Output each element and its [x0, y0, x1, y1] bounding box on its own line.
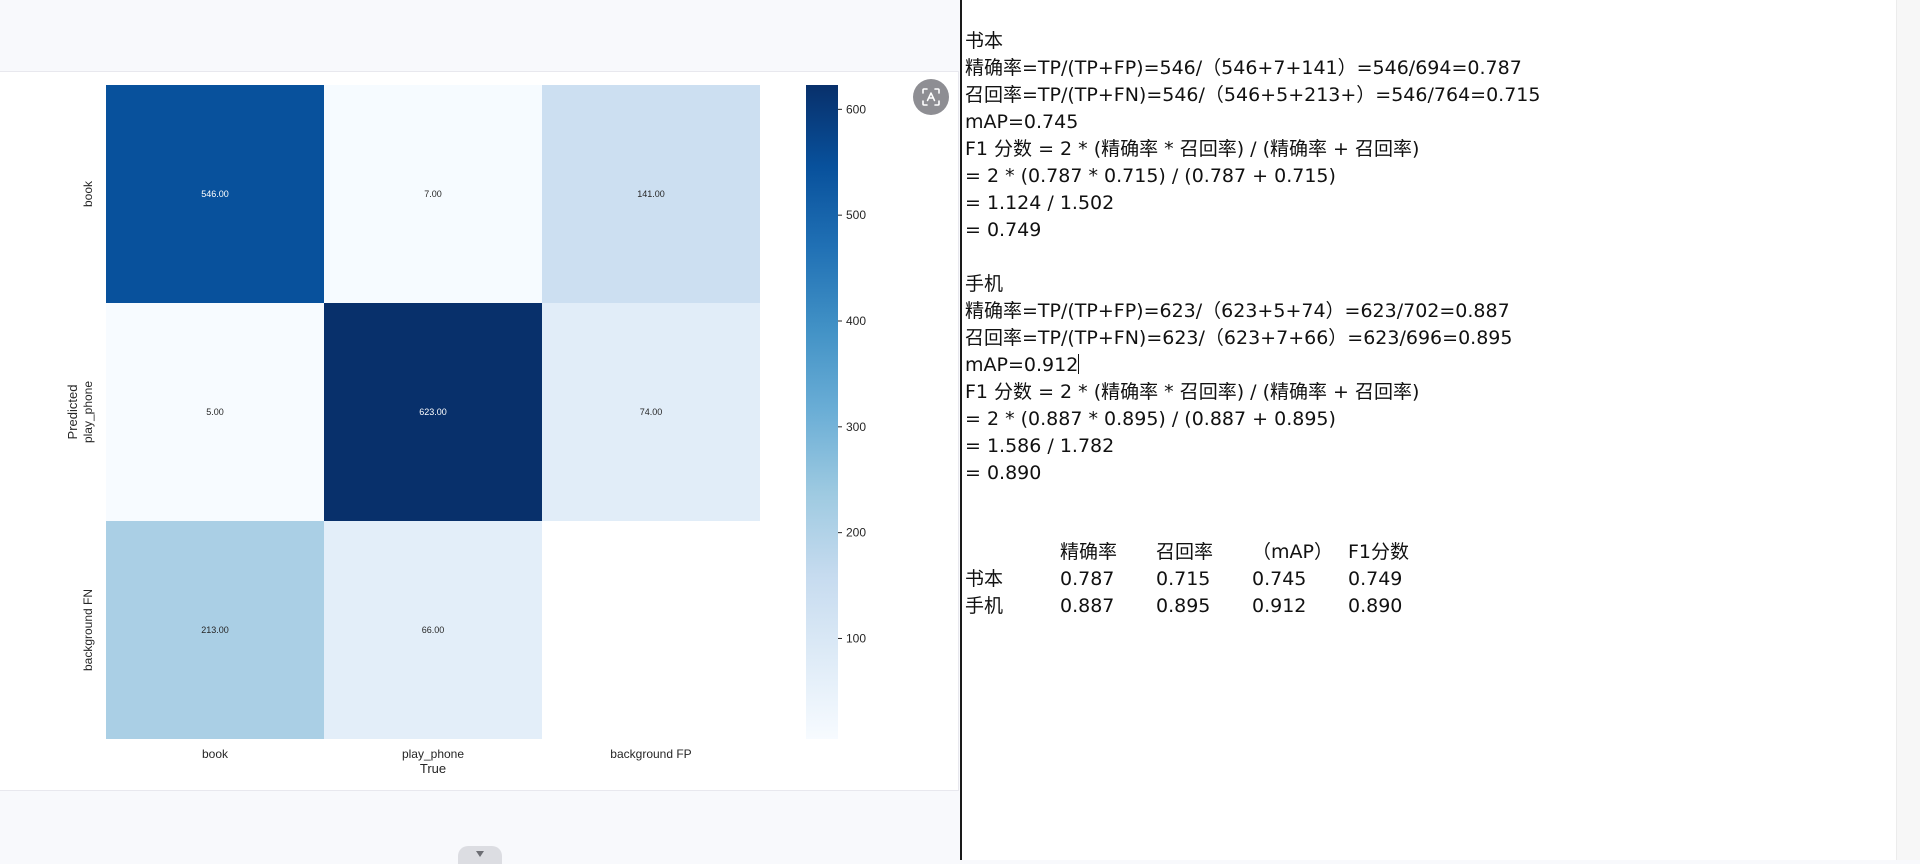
- table-header-cell: [965, 539, 1060, 566]
- editor-line: = 2 * (0.887 * 0.895) / (0.887 + 0.895): [965, 408, 1336, 430]
- colorbar-tick-label: 300: [846, 420, 866, 434]
- heatmap-cell: [542, 85, 760, 303]
- colorbar-tick-label: 400: [846, 314, 866, 328]
- editor-line: = 1.124 / 1.502: [965, 192, 1115, 214]
- editor-line: F1 分数 = 2 * (精确率 * 召回率) / (精确率 + 召回率): [965, 138, 1420, 160]
- editor-line: F1 分数 = 2 * (精确率 * 召回率) / (精确率 + 召回率): [965, 381, 1420, 403]
- colorbar-tick-label: 500: [846, 208, 866, 222]
- heatmap-cell: [106, 521, 324, 739]
- table-row: 手机 0.887 0.895 0.912 0.890: [965, 593, 1438, 620]
- metrics-summary-table: 精确率 召回率 （mAP） F1分数 书本 0.787 0.715 0.745 …: [965, 539, 1438, 620]
- confusion-matrix-image: 546.00 7.00 141.00 5.00 623.00 74.00 213.00 66.…: [0, 71, 959, 791]
- table-cell: 0.895: [1156, 595, 1211, 617]
- table-cell: 0.912: [1252, 595, 1307, 617]
- table-cell: 0.787: [1060, 568, 1115, 590]
- heatmap-cell: [324, 521, 542, 739]
- heatmap-cell: [542, 303, 760, 521]
- table-cell: 0.715: [1156, 568, 1211, 590]
- editor-line: mAP=0.912: [965, 354, 1079, 376]
- editor-line: 召回率=TP/(TP+FN)=623/（623+7+66）=623/696=0.…: [965, 327, 1513, 349]
- x-axis-label: True: [420, 761, 446, 776]
- colorbar-tick-label: 100: [846, 631, 866, 645]
- cell-value-label: 141.00: [637, 189, 665, 199]
- scan-text-icon: [922, 88, 940, 106]
- heatmap-cell: [324, 303, 542, 521]
- x-tick-label: background FP: [610, 747, 691, 761]
- cell-value-label: 623.00: [419, 407, 447, 417]
- confusion-matrix-chart: 546.00 7.00 141.00 5.00 623.00 74.00 213.00 66.…: [65, 85, 866, 776]
- pane-divider[interactable]: [960, 0, 962, 860]
- cell-value-label: 66.00: [422, 625, 445, 635]
- editor-line: = 2 * (0.787 * 0.715) / (0.787 + 0.715): [965, 165, 1336, 187]
- editor-line: = 1.586 / 1.782: [965, 435, 1115, 457]
- image-viewer-pane: 546.00 7.00 141.00 5.00 623.00 74.00 213.00 66.…: [0, 0, 960, 864]
- table-header-cell: 召回率: [1156, 541, 1214, 563]
- cell-value-label: 546.00: [201, 189, 229, 199]
- text-caret: [1078, 354, 1080, 374]
- editor-line: 精确率=TP/(TP+FP)=546/（546+7+141）=546/694=0…: [965, 57, 1522, 79]
- text-editor[interactable]: 书本 精确率=TP/(TP+FP)=546/（546+7+141）=546/69…: [962, 0, 1896, 860]
- editor-line: 召回率=TP/(TP+FN)=546/（546+5+213+）=546/764=…: [965, 84, 1541, 106]
- y-tick-label: background FN: [81, 589, 95, 671]
- table-cell: 0.745: [1252, 568, 1307, 590]
- x-tick-label: book: [202, 747, 229, 761]
- y-tick-label: play_phone: [81, 381, 95, 443]
- editor-line: mAP=0.745: [965, 111, 1079, 133]
- editor-line: 手机: [965, 273, 1004, 295]
- heatmap-cell: [324, 85, 542, 303]
- table-header-cell: F1分数: [1348, 541, 1410, 563]
- heatmap-cell: [106, 303, 324, 521]
- table-header-cell: （mAP）: [1252, 541, 1333, 563]
- table-cell: 0.749: [1348, 568, 1403, 590]
- cell-value-label: 7.00: [424, 189, 442, 199]
- heatmap-cell: [542, 521, 760, 739]
- table-row: 书本 0.787 0.715 0.745 0.749: [965, 566, 1438, 593]
- ocr-scan-button[interactable]: [913, 79, 949, 115]
- table-cell: 手机: [965, 595, 1004, 617]
- editor-line: 书本: [965, 30, 1004, 52]
- table-cell: 书本: [965, 568, 1004, 590]
- colorbar-tick-label: 600: [846, 102, 866, 116]
- editor-line: = 0.749: [965, 219, 1042, 241]
- x-tick-label: play_phone: [402, 747, 464, 761]
- heatmap-cell: [106, 85, 324, 303]
- vertical-scrollbar[interactable]: [1896, 0, 1920, 860]
- triangle-down-icon: [476, 851, 484, 857]
- collapse-handle[interactable]: [458, 846, 502, 864]
- editor-content[interactable]: 书本 精确率=TP/(TP+FP)=546/（546+7+141）=546/69…: [965, 28, 1540, 487]
- cell-value-label: 74.00: [640, 407, 663, 417]
- y-axis-label: Predicted: [65, 385, 80, 440]
- cell-value-label: 5.00: [206, 407, 224, 417]
- table-cell: 0.890: [1348, 595, 1403, 617]
- table-header-row: 精确率 召回率 （mAP） F1分数: [965, 539, 1438, 566]
- cell-value-label: 213.00: [201, 625, 229, 635]
- editor-line: 精确率=TP/(TP+FP)=623/（623+5+74）=623/702=0.…: [965, 300, 1510, 322]
- table-header-cell: 精确率: [1060, 541, 1118, 563]
- editor-line: = 0.890: [965, 462, 1042, 484]
- colorbar: [806, 85, 838, 739]
- colorbar-tick-label: 200: [846, 526, 866, 540]
- y-tick-label: book: [81, 180, 95, 207]
- table-cell: 0.887: [1060, 595, 1115, 617]
